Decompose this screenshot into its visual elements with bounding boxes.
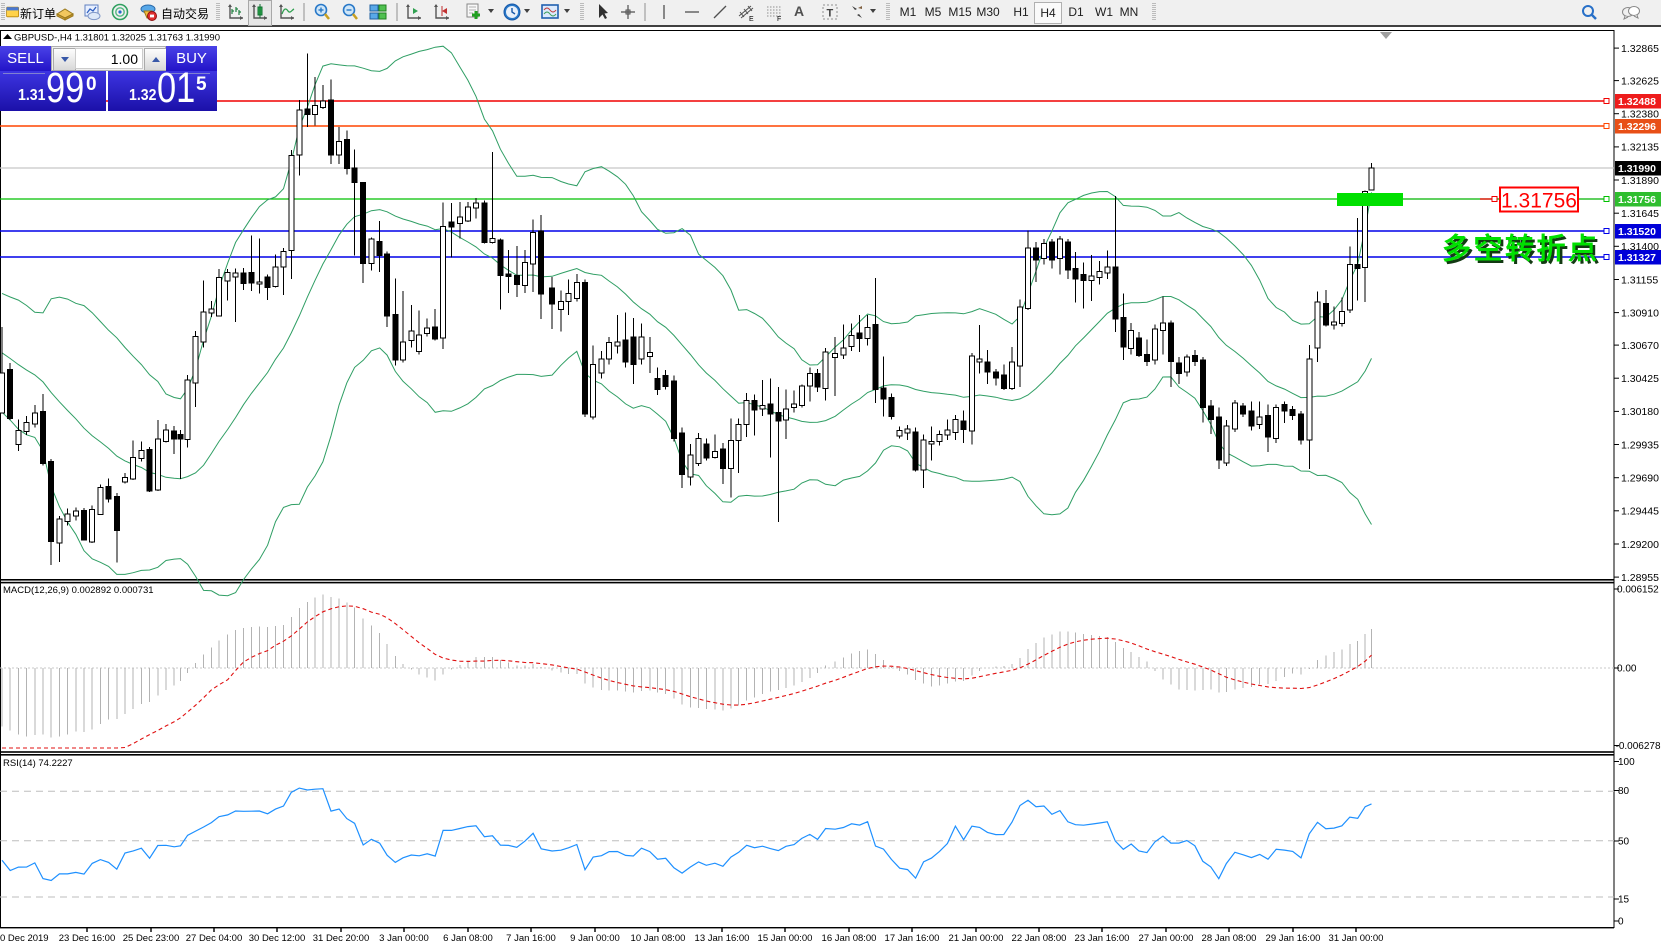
- svg-text:1.31520: 1.31520: [1618, 226, 1656, 238]
- svg-text:3 Jan 00:00: 3 Jan 00:00: [379, 933, 429, 944]
- svg-text:21 Jan 00:00: 21 Jan 00:00: [949, 933, 1004, 944]
- svg-text:28 Jan 08:00: 28 Jan 08:00: [1202, 933, 1257, 944]
- svg-text:GBPUSD-,H4 1.31801 1.32025 1.: GBPUSD-,H4 1.31801 1.32025 1.31763 1.319…: [14, 33, 220, 44]
- svg-text:F: F: [777, 16, 781, 22]
- svg-text:1.30910: 1.30910: [1621, 307, 1659, 319]
- svg-text:1.30180: 1.30180: [1621, 406, 1659, 418]
- svg-text:0: 0: [1618, 917, 1624, 928]
- svg-text:E: E: [749, 16, 754, 22]
- svg-text:0.006152: 0.006152: [1617, 585, 1659, 596]
- svg-text:MACD(12,26,9) 0.002892 0.00073: MACD(12,26,9) 0.002892 0.000731: [3, 585, 154, 596]
- svg-text:13 Jan 16:00: 13 Jan 16:00: [695, 933, 750, 944]
- svg-text:10 Jan 08:00: 10 Jan 08:00: [631, 933, 686, 944]
- svg-text:1.32380: 1.32380: [1621, 109, 1659, 121]
- svg-text:0.00: 0.00: [1617, 664, 1637, 675]
- svg-text:31 Dec 20:00: 31 Dec 20:00: [313, 933, 370, 944]
- svg-text:1.28955: 1.28955: [1621, 572, 1659, 584]
- svg-text:1.32865: 1.32865: [1621, 43, 1659, 55]
- svg-text:1.32135: 1.32135: [1621, 142, 1659, 154]
- svg-text:1.31756: 1.31756: [1618, 194, 1656, 206]
- svg-text:23 Jan 16:00: 23 Jan 16:00: [1075, 933, 1130, 944]
- svg-text:25 Dec 23:00: 25 Dec 23:00: [123, 933, 180, 944]
- svg-text:17 Jan 16:00: 17 Jan 16:00: [885, 933, 940, 944]
- svg-text:多空转折点: 多空转折点: [1445, 234, 1603, 268]
- svg-text:1.31756: 1.31756: [1501, 190, 1577, 213]
- svg-text:15: 15: [1618, 895, 1630, 906]
- svg-text:30 Dec 12:00: 30 Dec 12:00: [249, 933, 306, 944]
- svg-text:1.29935: 1.29935: [1621, 439, 1659, 451]
- svg-text:23 Dec 16:00: 23 Dec 16:00: [59, 933, 116, 944]
- svg-text:1.29200: 1.29200: [1621, 539, 1659, 551]
- svg-text:7 Jan 16:00: 7 Jan 16:00: [506, 933, 556, 944]
- svg-text:16 Jan 08:00: 16 Jan 08:00: [822, 933, 877, 944]
- svg-text:27 Jan 00:00: 27 Jan 00:00: [1139, 933, 1194, 944]
- svg-text:9 Jan 00:00: 9 Jan 00:00: [570, 933, 620, 944]
- svg-text:1.30425: 1.30425: [1621, 373, 1659, 385]
- svg-text:1.31645: 1.31645: [1621, 208, 1659, 220]
- svg-text:100: 100: [1618, 757, 1635, 768]
- svg-text:29 Jan 16:00: 29 Jan 16:00: [1266, 933, 1321, 944]
- svg-text:1.32625: 1.32625: [1621, 75, 1659, 87]
- svg-text:1.32296: 1.32296: [1618, 121, 1656, 133]
- svg-text:0 Dec 2019: 0 Dec 2019: [0, 933, 49, 944]
- svg-text:1.31327: 1.31327: [1618, 252, 1656, 264]
- svg-text:80: 80: [1618, 786, 1630, 797]
- svg-text:50: 50: [1618, 837, 1630, 848]
- svg-text:RSI(14) 74.2227: RSI(14) 74.2227: [3, 758, 73, 769]
- svg-text:1.31155: 1.31155: [1621, 274, 1658, 286]
- svg-text:27 Dec 04:00: 27 Dec 04:00: [186, 933, 243, 944]
- svg-text:1.29690: 1.29690: [1621, 473, 1659, 485]
- svg-text:多空转折点: 多空转折点: [1442, 232, 1600, 266]
- svg-text:-0.006278: -0.006278: [1616, 741, 1661, 752]
- svg-text:6 Jan 08:00: 6 Jan 08:00: [443, 933, 493, 944]
- svg-text:22 Jan 08:00: 22 Jan 08:00: [1012, 933, 1067, 944]
- svg-text:31 Jan 00:00: 31 Jan 00:00: [1329, 933, 1384, 944]
- svg-text:1.29445: 1.29445: [1621, 506, 1659, 518]
- svg-text:1.30670: 1.30670: [1621, 340, 1659, 352]
- svg-text:1.31890: 1.31890: [1621, 175, 1659, 187]
- svg-text:15 Jan 00:00: 15 Jan 00:00: [758, 933, 813, 944]
- svg-text:1.31990: 1.31990: [1618, 163, 1656, 175]
- svg-text:T: T: [827, 8, 834, 20]
- svg-text:1.32488: 1.32488: [1618, 96, 1656, 108]
